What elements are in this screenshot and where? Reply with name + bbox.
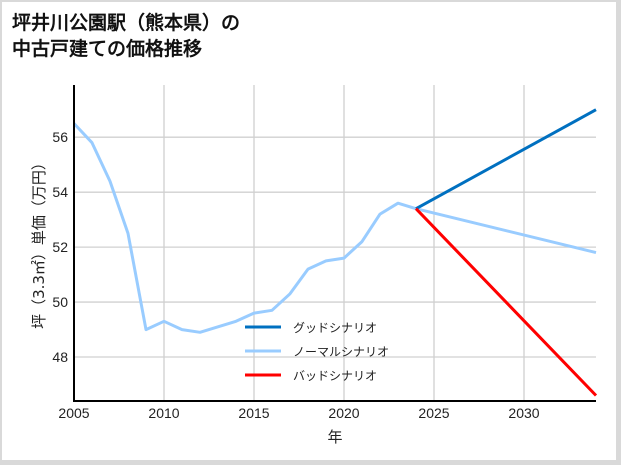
series-line [72, 122, 597, 334]
grid-lines [74, 85, 596, 401]
x-tick-label: 2020 [328, 405, 359, 421]
x-axis-label: 年 [327, 428, 342, 446]
series-lines [72, 108, 598, 397]
y-tick-label: 50 [52, 294, 68, 310]
axes [73, 85, 596, 402]
x-tick-label: 2030 [508, 405, 539, 421]
tick-labels: 2005 2010 2015 2020 2025 2030 48 50 52 54 56 [52, 129, 539, 421]
y-tick-label: 48 [52, 349, 68, 365]
legend-label: バッドシナリオ [293, 369, 377, 383]
y-tick-label: 56 [52, 129, 68, 145]
x-tick-label: 2015 [238, 405, 269, 421]
y-tick-label: 52 [52, 239, 68, 255]
x-tick-label: 2025 [418, 405, 449, 421]
x-tick-label: 2010 [148, 405, 179, 421]
series-line [415, 108, 597, 211]
legend-label: ノーマルシナリオ [293, 345, 389, 359]
legend-label: グッドシナリオ [293, 321, 377, 335]
title-line-1: 坪井川公園駅（熊本県）の [12, 12, 241, 34]
chart-title: 坪井川公園駅（熊本県）の 中古戸建ての価格推移 [12, 10, 240, 62]
series-line [414, 207, 598, 397]
title-line-2: 中古戸建ての価格推移 [12, 38, 203, 60]
y-axis-label: 坪（3.3㎡）単価（万円） [30, 155, 48, 329]
x-tick-label: 2005 [58, 405, 89, 421]
y-tick-label: 54 [52, 184, 68, 200]
